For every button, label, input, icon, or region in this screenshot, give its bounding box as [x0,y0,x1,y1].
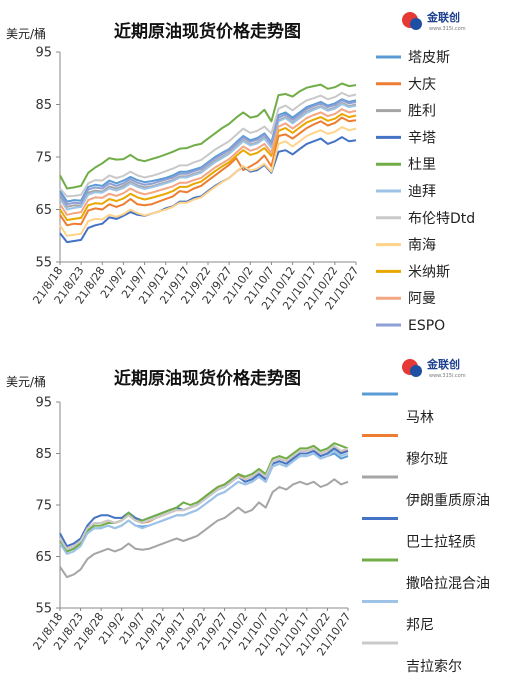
y-tick-label: 95 [35,396,52,411]
legend-label: 马林 [406,410,434,426]
legend-label: 伊朗重质原油 [406,493,490,509]
chart-1-logo-name: 金联创 [426,10,460,24]
legend-item: 阿曼 [376,291,436,307]
y-tick-label: 55 [35,256,52,271]
legend-label: 阿曼 [408,291,436,307]
series-line-3 [59,478,349,579]
chart-2-unit-label: 美元/桶 [6,374,46,389]
series-line-1 [59,98,357,203]
legend-item: 撒哈拉混合油 [362,558,490,592]
legend-label: 巴士拉轻质 [406,535,476,551]
series-line-11 [59,99,357,206]
legend-item: 米纳斯 [376,264,450,280]
legend-label: 迪拜 [408,184,436,200]
legend-label: 辛塔 [408,130,436,146]
y-tick-label: 65 [35,550,52,565]
legend-label: 南海 [408,238,436,254]
legend-label: 穆尔班 [406,452,448,468]
chart-1-header: 美元/桶 近期原油现货价格走势图 金联创 www.315i.com [6,10,466,42]
series-line-7 [59,91,357,198]
chart-1-title: 近期原油现货价格走势图 [114,21,301,42]
legend-item: 吉拉索尔 [362,641,462,675]
legend-item: 布伦特Dtd [376,211,475,227]
y-tick-label: 85 [35,447,52,462]
series-line-7 [59,444,349,550]
legend-label: 邦尼 [406,618,434,634]
series-line-6 [59,449,349,555]
y-tick-label: 95 [35,46,52,61]
series-line-6 [59,103,357,211]
legend-item: 巴士拉轻质 [362,517,476,551]
series-line-8 [59,126,357,237]
series-line-2 [59,116,357,227]
legend-item: 杜里 [376,157,436,173]
legend-label: 布伦特Dtd [408,211,475,227]
series-line-9 [59,112,357,221]
logo-mark-icon [402,359,422,377]
chart-2-logo-sub: www.315i.com [429,373,466,379]
series-line-5 [59,442,349,553]
chart-2-logo-name: 金联创 [426,357,460,371]
legend-item: 马林 [362,392,434,426]
chart-1-plot: 556575859521/8/1821/8/2321/8/2821/9/221/… [30,46,361,313]
legend-item: ESPO [376,318,445,334]
legend-label: 撒哈拉混合油 [406,576,490,592]
legend-item: 伊朗重质原油 [362,475,490,509]
legend-label: 杜里 [408,157,436,173]
chart-2-logo: 金联创 www.315i.com [402,357,466,379]
logo-mark-icon [402,12,422,30]
legend-label: 胜利 [408,104,436,120]
y-tick-label: 85 [35,98,52,113]
chart-1-unit-label: 美元/桶 [6,26,46,41]
y-tick-label: 75 [35,499,52,514]
legend-item: 迪拜 [376,184,436,200]
chart-2-title: 近期原油现货价格走势图 [114,368,301,389]
legend-item: 塔皮斯 [376,50,450,66]
y-tick-label: 55 [35,602,52,617]
legend-label: 吉拉索尔 [406,658,462,675]
y-tick-label: 75 [35,151,52,166]
chart-2-plot: 556575859521/8/1821/8/2321/8/2821/9/221/… [30,396,353,659]
legend-label: 米纳斯 [408,264,450,280]
series-line-2 [59,447,349,550]
series-line-1 [59,452,349,553]
legend-item: 穆尔班 [362,434,448,468]
legend-item: 邦尼 [362,600,434,634]
series-line-10 [59,108,357,216]
legend-item: 南海 [376,238,436,254]
legend-label: 塔皮斯 [408,50,450,66]
chart-1-logo-sub: www.315i.com [429,26,466,32]
chart-1-logo: 金联创 www.315i.com [402,10,466,32]
chart-2-header: 美元/桶 近期原油现货价格走势图 金联创 www.315i.com [6,357,466,389]
series-line-5 [59,82,357,190]
legend-item: 胜利 [376,104,436,120]
legend-label: ESPO [408,318,445,334]
y-tick-label: 65 [35,203,52,218]
legend-item: 大庆 [376,77,436,93]
legend-item: 辛塔 [376,130,436,146]
legend-label: 大庆 [408,77,436,93]
